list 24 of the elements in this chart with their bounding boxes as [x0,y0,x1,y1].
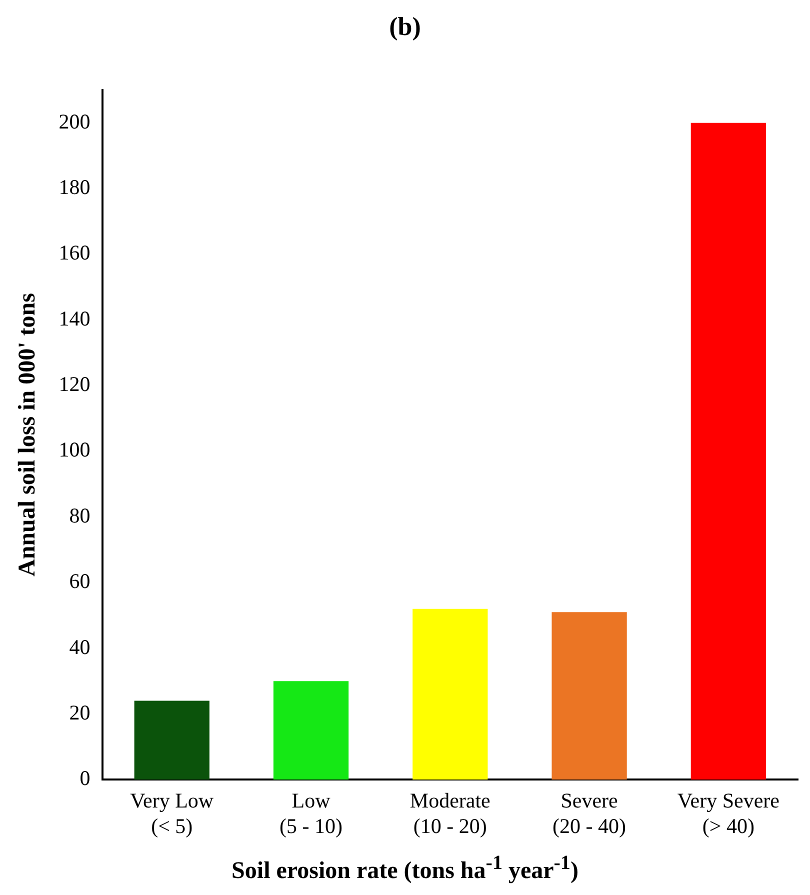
x-tick-label: Moderate (10 - 20) [410,788,490,838]
bar [412,608,488,780]
x-tick-label: Very Low (< 5) [130,788,214,838]
bar [134,700,210,780]
y-axis-title: Annual soil loss in 000' tons [14,293,41,577]
y-tick-label: 40 [69,634,90,659]
y-tick-label: 180 [58,175,90,200]
x-axis-title: Soil erosion rate (tons ha$^{-1}$ year$^{-1}$) [230,852,580,885]
y-tick-label: 120 [58,372,90,396]
chart-title: (b) [388,12,422,42]
x-tick-label: Low (5 - 10) [280,788,343,838]
bar [552,612,627,780]
y-tick-label: 60 [69,569,90,594]
y-tick-label: 200 [58,109,90,134]
y-tick-label: 100 [58,438,90,462]
y-tick-label: 160 [58,240,90,265]
bar [690,122,766,780]
y-tick-label: 20 [69,700,90,724]
bar [273,681,349,780]
x-tick-label: Very Severe (> 40) [677,788,780,838]
y-tick-label: 140 [58,306,90,330]
y-tick-label: 0 [80,766,90,790]
x-tick-label: Severe (20 - 40) [552,788,626,838]
y-tick-label: 80 [69,503,90,528]
